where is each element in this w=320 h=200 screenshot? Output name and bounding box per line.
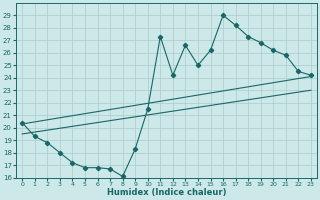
X-axis label: Humidex (Indice chaleur): Humidex (Indice chaleur)	[107, 188, 226, 197]
